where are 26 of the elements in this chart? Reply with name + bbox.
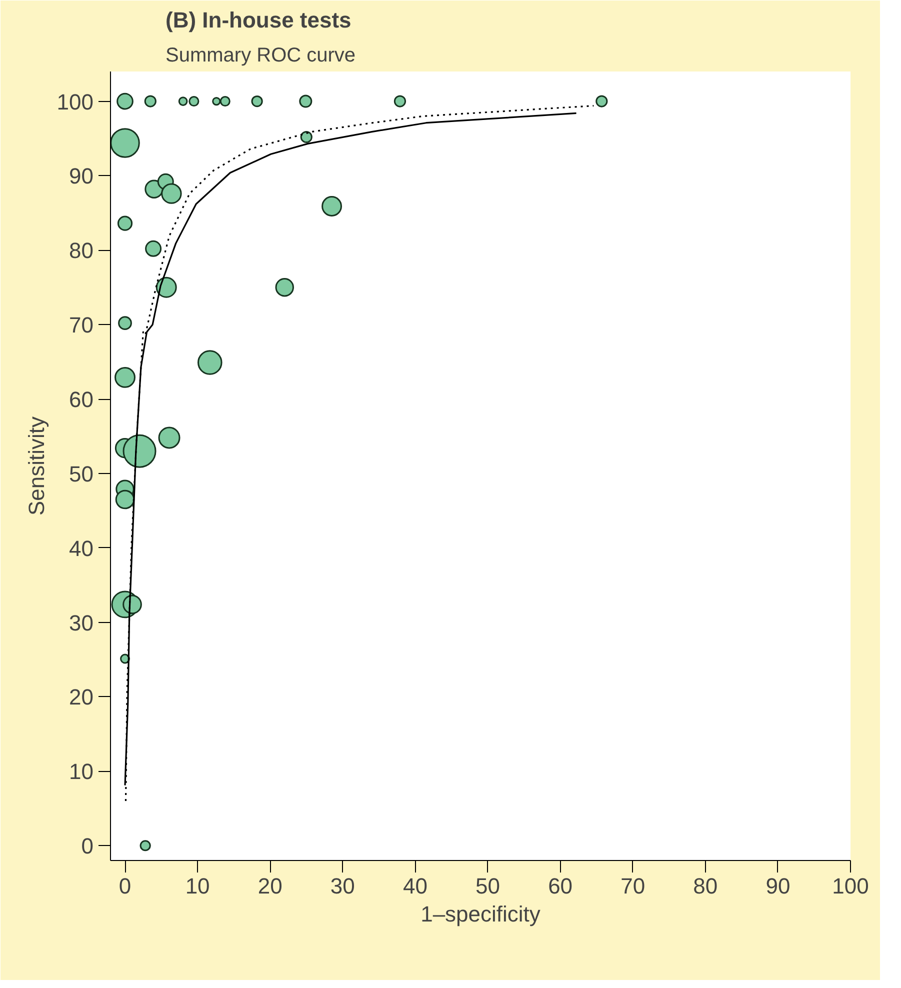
y-tick-label: 40 xyxy=(69,536,94,561)
y-tick-label: 20 xyxy=(69,684,94,710)
x-tick-label: 60 xyxy=(548,874,573,898)
y-tick-label: 60 xyxy=(69,387,94,412)
y-axis-title: Sensitivity xyxy=(24,416,49,516)
x-tick-label: 40 xyxy=(402,874,428,898)
y-tick-label: 90 xyxy=(69,164,94,189)
x-tick-label: 30 xyxy=(330,874,355,898)
y-tick-label: 10 xyxy=(69,759,94,784)
y-tick-label: 30 xyxy=(69,610,94,636)
y-tick-label: 0 xyxy=(81,834,94,859)
x-tick-label: 20 xyxy=(258,874,282,898)
x-tick-label: 10 xyxy=(185,874,210,898)
y-tick-label: 100 xyxy=(56,89,94,114)
y-tick-label: 50 xyxy=(69,461,94,486)
x-tick-label: 50 xyxy=(476,874,500,898)
x-tick-label: 80 xyxy=(693,874,718,898)
x-tick-label: 0 xyxy=(118,874,132,898)
x-tick-label: 70 xyxy=(620,874,646,898)
x-axis-title: 1–specificity xyxy=(420,902,540,926)
y-tick-label: 80 xyxy=(69,238,94,264)
chart-subtitle: Summary ROC curve xyxy=(166,44,356,66)
chart-title: (B) In-house tests xyxy=(166,8,352,32)
x-tick-label: 90 xyxy=(766,874,790,898)
x-tick-label: 100 xyxy=(832,874,869,898)
y-tick-label: 70 xyxy=(69,312,94,338)
